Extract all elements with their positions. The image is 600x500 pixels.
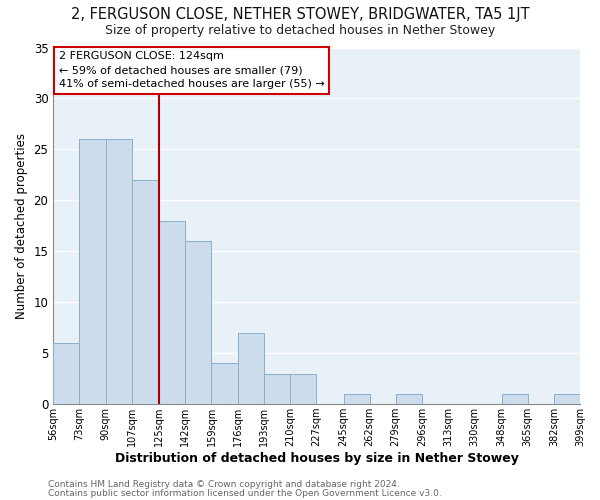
Bar [502,394,528,404]
Text: Contains HM Land Registry data © Crown copyright and database right 2024.: Contains HM Land Registry data © Crown c… [48,480,400,489]
Bar [344,394,370,404]
Bar [159,220,185,404]
Bar [396,394,422,404]
Bar [53,343,79,404]
Bar [238,333,263,404]
Bar [79,139,106,404]
X-axis label: Distribution of detached houses by size in Nether Stowey: Distribution of detached houses by size … [115,452,518,465]
Bar [263,374,290,404]
Text: 2, FERGUSON CLOSE, NETHER STOWEY, BRIDGWATER, TA5 1JT: 2, FERGUSON CLOSE, NETHER STOWEY, BRIDGW… [71,8,529,22]
Y-axis label: Number of detached properties: Number of detached properties [15,133,28,319]
Bar [211,364,238,404]
Text: Contains public sector information licensed under the Open Government Licence v3: Contains public sector information licen… [48,488,442,498]
Text: Size of property relative to detached houses in Nether Stowey: Size of property relative to detached ho… [105,24,495,37]
Bar [185,241,211,404]
Bar [131,180,159,404]
Bar [290,374,316,404]
Bar [554,394,580,404]
Text: 2 FERGUSON CLOSE: 124sqm
← 59% of detached houses are smaller (79)
41% of semi-d: 2 FERGUSON CLOSE: 124sqm ← 59% of detach… [59,51,325,89]
Bar [106,139,131,404]
